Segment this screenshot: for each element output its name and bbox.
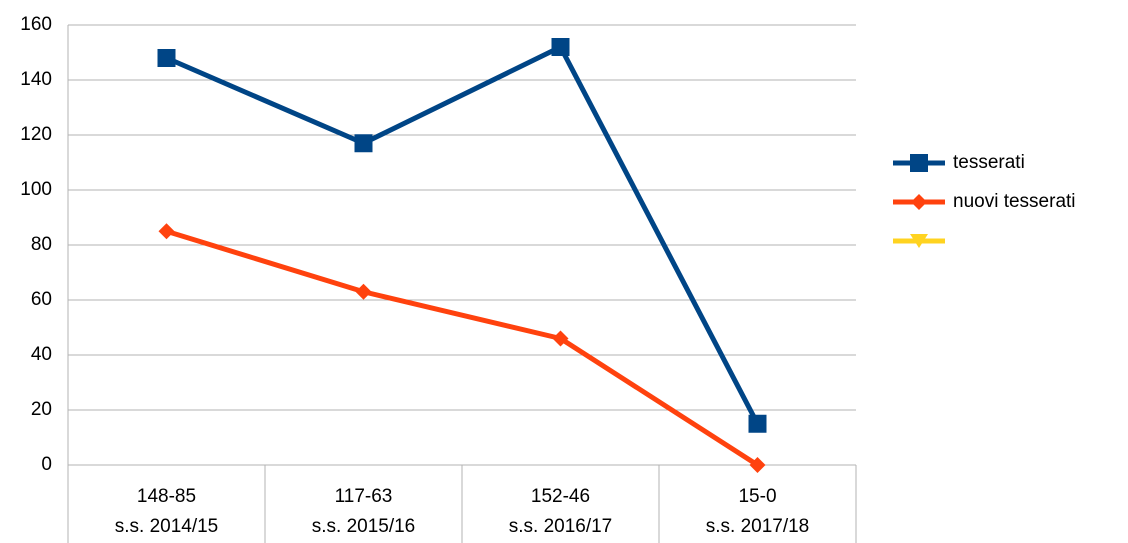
- legend-label: nuovi tesserati: [953, 191, 1076, 212]
- y-tick-label: 40: [31, 344, 52, 365]
- x-tick-label: 148-85: [137, 486, 196, 507]
- marker: [355, 283, 372, 300]
- x-tick-label: 117-63: [335, 486, 393, 507]
- legend-label: tesserati: [953, 152, 1025, 173]
- y-tick-label: 160: [20, 14, 52, 35]
- y-tick-label: 80: [31, 234, 52, 255]
- x-tick-label: 15-0: [738, 486, 776, 507]
- x-tick-label: s.s. 2016/17: [509, 516, 613, 537]
- series-line: [165, 228, 759, 468]
- marker: [158, 223, 175, 240]
- marker: [911, 194, 927, 210]
- marker: [552, 330, 569, 347]
- y-tick-label: 20: [31, 399, 52, 420]
- marker: [551, 38, 570, 56]
- y-tick-label: 120: [20, 124, 52, 145]
- marker: [354, 134, 373, 153]
- y-tick-label: 60: [31, 289, 52, 310]
- x-tick-label: s.s. 2014/15: [115, 516, 219, 537]
- marker: [910, 154, 928, 172]
- y-tick-label: 100: [20, 179, 52, 200]
- x-tick-label: s.s. 2015/16: [312, 516, 416, 537]
- marker: [910, 234, 928, 248]
- marker: [749, 457, 766, 473]
- marker: [157, 49, 176, 67]
- x-tick-label: s.s. 2017/18: [706, 516, 810, 537]
- y-tick-label: 140: [20, 69, 52, 90]
- series-line: [165, 44, 760, 425]
- x-tick-label: 152-46: [531, 486, 590, 507]
- marker: [748, 414, 767, 433]
- y-tick-label: 0: [41, 454, 52, 475]
